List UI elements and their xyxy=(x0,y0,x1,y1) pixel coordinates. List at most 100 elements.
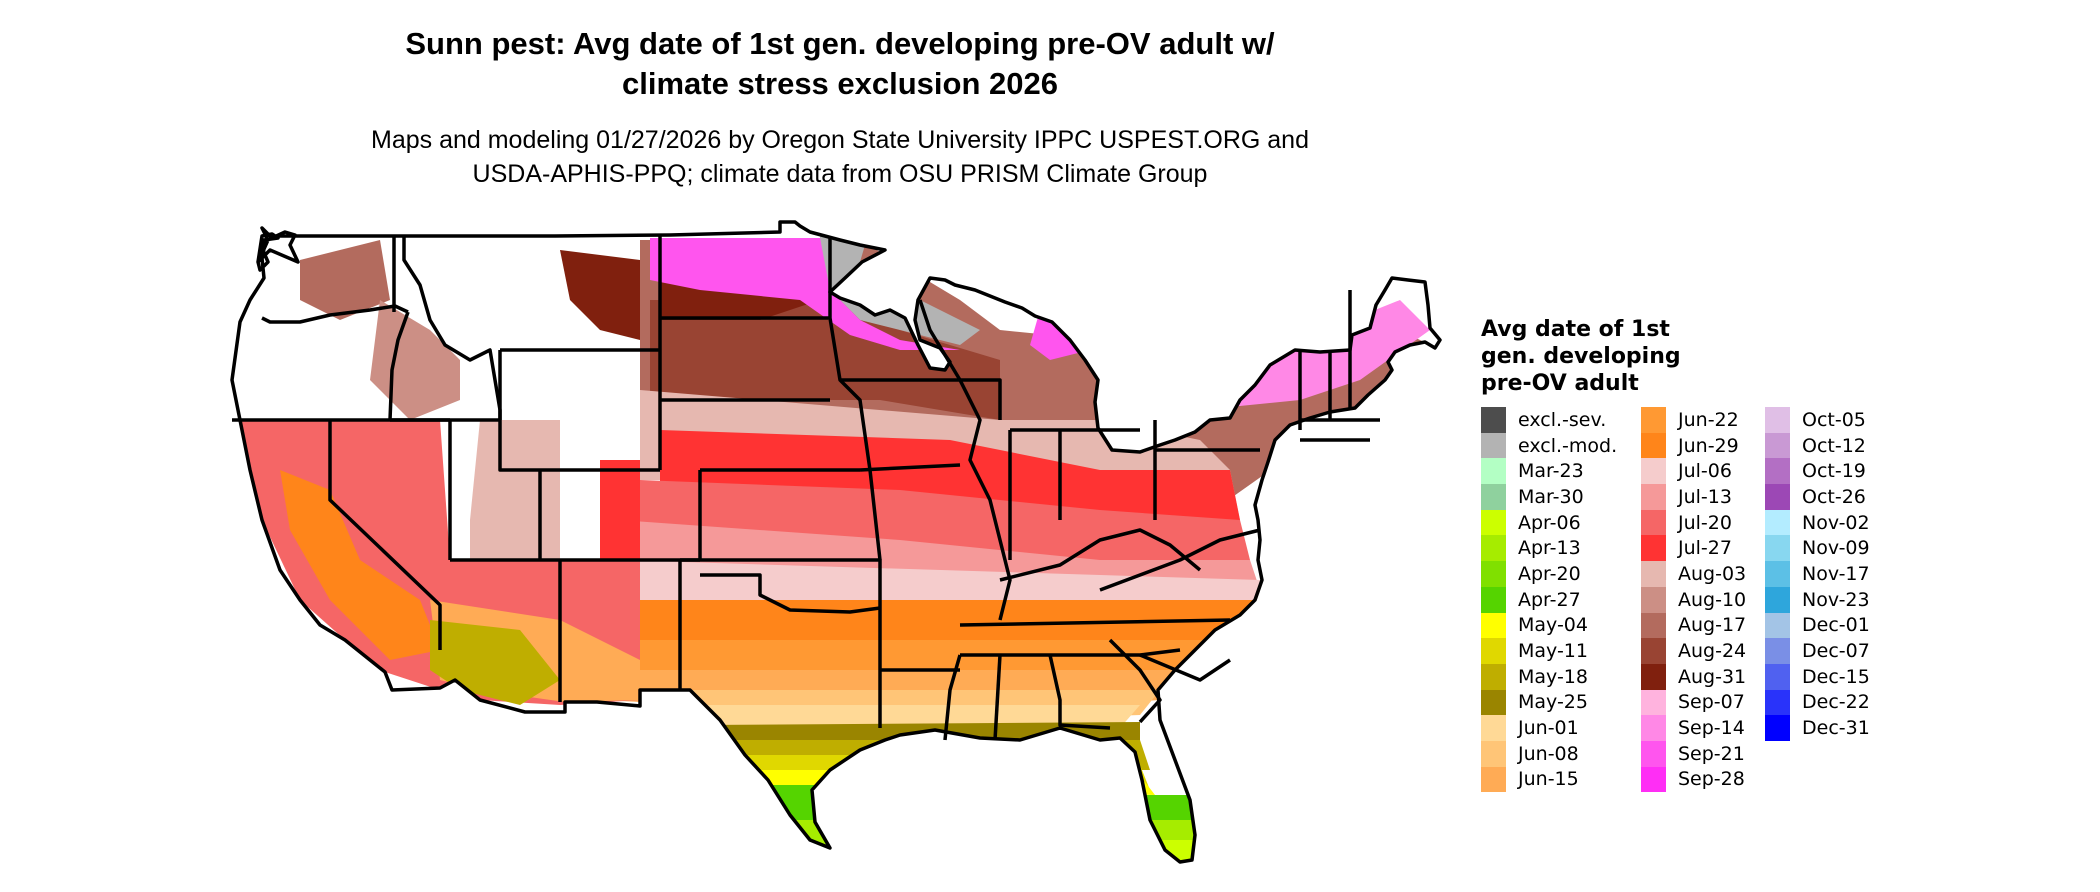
legend-swatch xyxy=(1481,432,1506,459)
legend-label: Apr-13 xyxy=(1518,537,1581,560)
legend-label: Jul-20 xyxy=(1678,511,1732,534)
legend-item: Dec-15 xyxy=(1765,663,1870,690)
legend-swatch xyxy=(1481,407,1506,433)
legend-label: Dec-07 xyxy=(1802,640,1870,663)
legend-item: Jun-08 xyxy=(1481,740,1617,767)
border-mn-wi xyxy=(918,299,962,381)
legend-swatch xyxy=(1641,663,1666,690)
legend-label: May-18 xyxy=(1518,665,1588,688)
border-va-wv xyxy=(1099,528,1261,592)
legend-swatch xyxy=(1765,407,1790,433)
legend-swatch xyxy=(1481,638,1506,664)
legend-item: Nov-17 xyxy=(1765,561,1870,587)
legend-label: Jun-08 xyxy=(1518,742,1579,765)
legend-column-2: Jun-22 Jun-29 Jul-06 Jul-13 Jul-20 Jul-27 Aug-… xyxy=(1641,407,1747,793)
us-map xyxy=(230,220,1442,864)
legend-item: May-11 xyxy=(1481,638,1617,664)
legend-item: Dec-31 xyxy=(1765,715,1870,741)
legend-swatch xyxy=(1481,458,1506,485)
legend-swatch xyxy=(1641,432,1666,459)
legend-label: Jun-22 xyxy=(1678,408,1739,431)
band-apr-13 xyxy=(770,820,1200,860)
legend-swatch xyxy=(1481,561,1506,587)
legend-label: Jun-15 xyxy=(1518,768,1579,791)
legend-item: Aug-03 xyxy=(1641,561,1746,587)
legend-item: Jun-01 xyxy=(1481,715,1617,741)
legend-item: Jul-20 xyxy=(1641,509,1746,536)
legend-title: Avg date of 1st gen. developing pre-OV a… xyxy=(1481,316,1741,397)
legend-swatch xyxy=(1641,561,1666,587)
border-ia-mo xyxy=(859,463,961,472)
legend-label: Nov-23 xyxy=(1802,588,1870,611)
legend-item: Jul-27 xyxy=(1641,535,1746,562)
border-id-mt xyxy=(402,236,502,420)
legend-label: Apr-06 xyxy=(1518,511,1581,534)
legend-swatch xyxy=(1481,715,1506,741)
border-mn-ia-mo-west xyxy=(828,236,882,561)
legend-item: Apr-20 xyxy=(1481,561,1617,587)
legend-item: excl.-mod. xyxy=(1481,432,1617,459)
legend-item: Oct-26 xyxy=(1765,484,1870,510)
legend-label: Nov-09 xyxy=(1802,537,1870,560)
legend-label: Sep-21 xyxy=(1678,742,1745,765)
legend-swatch xyxy=(1641,715,1666,741)
legend-swatch xyxy=(1641,535,1666,562)
legend-label: Apr-20 xyxy=(1518,562,1581,585)
legend-swatch xyxy=(1765,432,1790,459)
legend-swatch xyxy=(1765,689,1790,716)
legend-label: Jun-29 xyxy=(1678,434,1739,457)
legend-label: May-25 xyxy=(1518,691,1588,714)
legend-item: Aug-24 xyxy=(1641,638,1746,664)
legend-swatch xyxy=(1481,663,1506,690)
border-wy-ut-co xyxy=(498,350,660,472)
legend-item: Sep-21 xyxy=(1641,740,1746,767)
legend-column-3: Oct-05 Oct-12 Oct-19 Oct-26 Nov-02 Nov-09 Nov-… xyxy=(1765,407,1870,741)
legend-label: May-11 xyxy=(1518,640,1588,663)
band-apr-27 xyxy=(755,785,1200,860)
legend-item: excl.-sev. xyxy=(1481,407,1617,433)
legend-item: Sep-14 xyxy=(1641,715,1746,741)
border-ok-tx xyxy=(700,573,881,614)
band-aug-17-washington xyxy=(300,240,390,320)
legend-label: Nov-02 xyxy=(1802,511,1870,534)
legend-item: Oct-05 xyxy=(1765,407,1870,433)
legend-item: May-18 xyxy=(1481,663,1617,690)
map-subtitle-line-1: Maps and modeling 01/27/2026 by Oregon S… xyxy=(371,126,1309,154)
legend-swatch xyxy=(1765,458,1790,485)
legend-label: May-04 xyxy=(1518,614,1588,637)
legend-title-line-3: pre-OV adult xyxy=(1481,371,1639,396)
legend-item: Aug-10 xyxy=(1641,586,1746,613)
legend-swatch xyxy=(1765,586,1790,613)
legend-swatch xyxy=(1481,509,1506,536)
border-mississippi xyxy=(958,379,1012,621)
legend-swatch xyxy=(1641,612,1666,639)
band-jun-29-california-valley xyxy=(280,470,440,660)
legend-item: Dec-22 xyxy=(1765,689,1870,716)
map-title-line-1: Sunn pest: Avg date of 1st gen. developi… xyxy=(405,26,1275,61)
legend-label: Jun-01 xyxy=(1518,717,1579,740)
border-ky-oh-wv xyxy=(999,528,1202,582)
legend-item: Oct-19 xyxy=(1765,458,1870,485)
state-boundaries xyxy=(230,220,1442,864)
legend-label: Oct-19 xyxy=(1802,460,1866,483)
legend-label: Aug-17 xyxy=(1678,614,1747,637)
legend-item: Aug-31 xyxy=(1641,663,1746,690)
band-aug-31-montana xyxy=(560,250,640,340)
legend-item: Nov-02 xyxy=(1765,509,1870,536)
legend-label: Jul-13 xyxy=(1678,485,1732,508)
border-tn-north xyxy=(959,618,1231,627)
legend-item: Jun-22 xyxy=(1641,407,1746,433)
legend-label: Oct-26 xyxy=(1802,485,1866,508)
legend-label: Mar-30 xyxy=(1518,485,1584,508)
legend-column-1: excl.-sev. excl.-mod. Mar-23 Mar-30 Apr-06 Ap… xyxy=(1481,407,1617,793)
legend-swatch xyxy=(1641,407,1666,433)
legend-label: Sep-28 xyxy=(1678,768,1745,791)
legend-swatch xyxy=(1481,689,1506,716)
legend-item: Jun-15 xyxy=(1481,766,1617,793)
legend-label: Mar-23 xyxy=(1518,460,1584,483)
legend-label: Dec-31 xyxy=(1802,717,1870,740)
band-excl-mod xyxy=(820,225,980,345)
legend-item: Dec-01 xyxy=(1765,612,1870,639)
legend-swatch xyxy=(1641,484,1666,510)
legend-label: Dec-15 xyxy=(1802,665,1870,688)
